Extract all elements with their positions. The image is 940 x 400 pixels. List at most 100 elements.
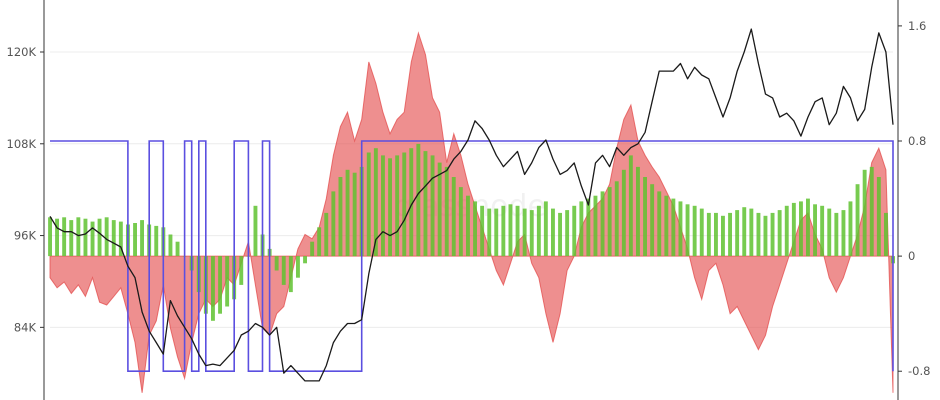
bar (636, 166, 640, 257)
bar (154, 225, 159, 257)
left-tick-label: 96K (14, 229, 37, 243)
bar (466, 195, 470, 257)
bar (168, 234, 173, 257)
bar (211, 256, 215, 321)
bar (593, 195, 598, 257)
bar (381, 155, 385, 257)
bar (558, 212, 562, 257)
bar (310, 241, 315, 257)
red-area (49, 31, 894, 393)
bar (388, 158, 392, 257)
bar (763, 215, 768, 257)
bar (225, 256, 230, 307)
left-tick-label: 120K (7, 45, 37, 59)
bar (373, 148, 378, 257)
bar (806, 198, 810, 257)
bar (657, 191, 662, 257)
price-line-series (49, 28, 894, 382)
bar (281, 256, 286, 285)
bar (274, 256, 279, 271)
bar (820, 205, 825, 257)
bar (784, 205, 789, 257)
bar (714, 212, 718, 257)
bar (650, 184, 655, 257)
right-tick-label: 0 (908, 249, 915, 263)
bar (799, 201, 803, 257)
bar (572, 205, 577, 257)
bar (69, 220, 74, 257)
bar (841, 210, 846, 257)
bar (827, 208, 832, 257)
bar (366, 152, 371, 257)
bar (239, 256, 244, 285)
bar (621, 169, 626, 257)
right-tick-label: 0.8 (908, 134, 926, 148)
bar (83, 218, 88, 257)
bar (62, 217, 67, 257)
bar (218, 256, 222, 314)
bar (402, 152, 407, 257)
bar (90, 221, 95, 257)
bar (770, 212, 775, 257)
bar (55, 218, 59, 257)
bar (834, 212, 839, 257)
bar (728, 212, 732, 257)
bar (296, 256, 300, 278)
bar (628, 155, 633, 257)
right-axis-ticks: -0.8 0 0.8 1.6 (898, 19, 930, 378)
bar (48, 217, 52, 257)
bar (529, 210, 534, 257)
bar (855, 184, 860, 257)
bar (494, 208, 499, 257)
bar (345, 169, 350, 257)
right-tick-label: -0.8 (908, 364, 930, 378)
bar (721, 215, 725, 257)
bar (133, 223, 137, 257)
bar (791, 202, 796, 257)
bar (876, 177, 881, 257)
bar (869, 166, 874, 257)
bar (813, 204, 817, 257)
bar (331, 191, 336, 257)
bar (607, 187, 612, 257)
bar (97, 218, 102, 257)
bar (551, 208, 555, 257)
bar (777, 210, 782, 257)
bar (416, 143, 421, 257)
bar (451, 177, 456, 257)
bar (565, 210, 570, 257)
bar (303, 256, 307, 264)
bar (586, 198, 591, 257)
bar (508, 204, 513, 257)
axes (43, 0, 899, 400)
bar (104, 217, 109, 257)
regime-step-series (50, 140, 894, 372)
bar (111, 220, 116, 257)
bar (473, 201, 477, 257)
bar (487, 208, 492, 257)
bar (522, 208, 527, 257)
bar (735, 210, 740, 257)
right-tick-label: 1.6 (908, 19, 926, 33)
bar (692, 205, 697, 257)
bar (614, 181, 619, 257)
bar (288, 256, 293, 293)
bar (536, 205, 541, 257)
bar (118, 221, 123, 257)
bar (699, 208, 704, 257)
bar (175, 241, 180, 257)
bar (600, 191, 605, 257)
bar (140, 220, 144, 257)
bar (515, 205, 520, 257)
bar (444, 166, 449, 257)
bar (756, 212, 761, 257)
bar (324, 212, 329, 257)
bar (678, 201, 683, 257)
bar (671, 198, 676, 257)
bar (480, 205, 485, 257)
bar (742, 207, 747, 257)
regime-line (50, 140, 894, 372)
left-axis-ticks: 84K 96K 108K 120K (7, 45, 44, 334)
bar (749, 208, 754, 257)
